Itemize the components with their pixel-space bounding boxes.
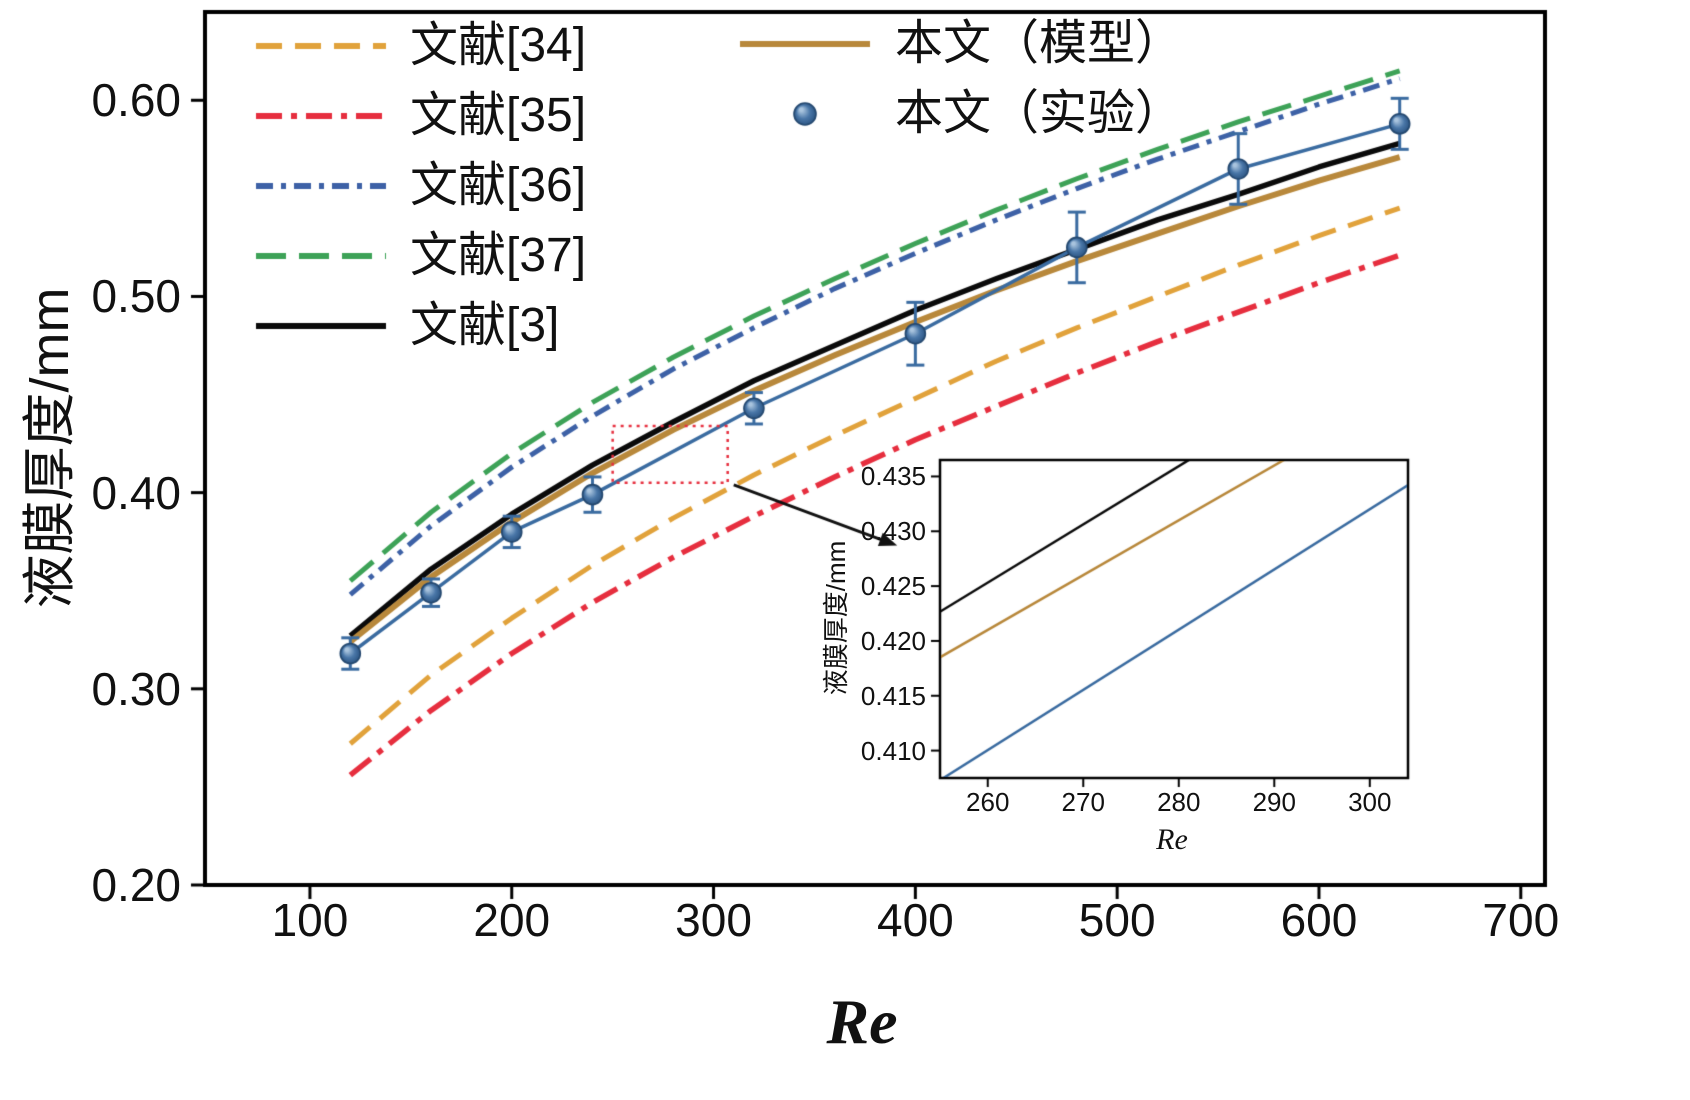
chart-figure: Re 液膜厚度/mm Re 液膜厚度/mm 100 200 300 400 500 600… (0, 0, 1690, 1100)
chart-canvas (0, 0, 1690, 1100)
